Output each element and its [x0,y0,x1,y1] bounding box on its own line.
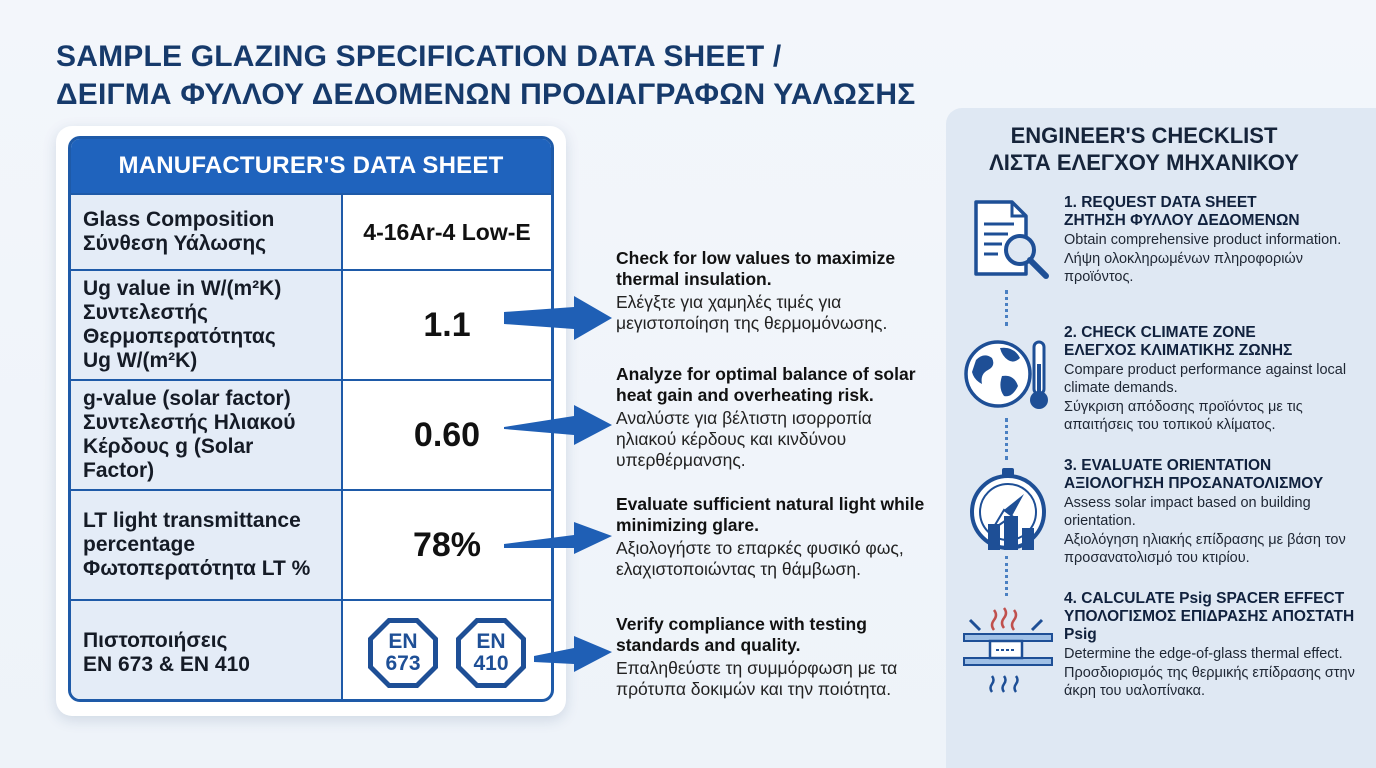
checklist-step-2: 2. CHECK CLIMATE ZONE ΕΛΕΓΧΟΣ ΚΛΙΜΑΤΙΚΗΣ… [1064,324,1347,433]
octagon-badge-icon [368,618,438,688]
row-light-transmittance: LT light transmittance percentage Φωτοπε… [71,489,551,599]
en-673-badge: EN 673 [365,615,441,691]
row-label: LT light transmittance percentage Φωτοπε… [71,491,343,599]
dotted-connector [1005,556,1012,596]
row-label: g-value (solar factor) Συντελεστής Ηλιακ… [71,381,343,489]
octagon-badge-icon [456,618,526,688]
row-glass-composition: Glass Composition Σύνθεση Υάλωσης 4-16Ar… [71,193,551,269]
dotted-connector [1005,418,1012,460]
row-label: Glass Composition Σύνθεση Υάλωσης [71,195,343,269]
globe-thermometer-icon [964,340,1048,409]
arrow-right-icon [534,636,612,672]
row-label: Ug value in W/(m²K) Συντελεστής Θερμοπερ… [71,271,343,379]
data-sheet-table: MANUFACTURER'S DATA SHEET Glass Composit… [68,136,554,702]
arrow-right-icon [504,296,612,340]
title-greek: ΔΕΙΓΜΑ ΦΥΛΛΟΥ ΔΕΔΟΜΕΝΩΝ ΠΡΟΔΙΑΓΡΑΦΩΝ ΥΑΛ… [56,78,916,111]
page-title: SAMPLE GLAZING SPECIFICATION DATA SHEET … [56,38,936,114]
note-ug-value: Check for low values to maximize thermal… [616,248,896,333]
note-certifications: Verify compliance with testing standards… [616,614,898,699]
certification-badges: EN 673 EN 410 [343,601,551,699]
checklist-step-1: 1. REQUEST DATA SHEET ΖΗΤΗΣΗ ΦΥΛΛΟΥ ΔΕΔΟ… [1064,194,1342,285]
compass-building-icon [970,468,1046,550]
note-g-value: Analyze for optimal balance of solar hea… [616,364,916,470]
document-search-icon [974,200,1049,279]
row-g-value: g-value (solar factor) Συντελεστής Ηλιακ… [71,379,551,489]
row-value: 0.60 [413,415,481,454]
row-ug-value: Ug value in W/(m²K) Συντελεστής Θερμοπερ… [71,269,551,379]
data-sheet-card: MANUFACTURER'S DATA SHEET Glass Composit… [56,126,566,716]
data-sheet-header: MANUFACTURER'S DATA SHEET [71,139,551,193]
row-value: 4-16Ar-4 Low-E [363,218,531,245]
arrow-right-icon [504,405,612,445]
checklist-step-4: 4. CALCULATE Psig SPACER EFFECT ΥΠΟΛΟΓΙΣ… [1064,590,1355,699]
note-light-transmittance: Evaluate sufficient natural light while … [616,494,925,579]
checklist-step-3: 3. EVALUATE ORIENTATION ΑΞΙΟΛΟΓΗΣΗ ΠΡΟΣΑ… [1064,457,1346,566]
arrow-right-icon [504,522,612,554]
dotted-connector [1005,290,1012,326]
checklist-title: ENGINEER'S CHECKLIST ΛΙΣΤΑ ΕΛΕΓΧΟΥ ΜΗΧΑΝ… [989,123,1299,175]
row-value: 1.1 [423,305,471,344]
title-english: SAMPLE GLAZING SPECIFICATION DATA SHEET … [56,40,782,73]
row-label: Πιστοποιήσεις EN 673 & EN 410 [71,601,343,699]
row-value: 78% [412,525,482,564]
en-410-badge: EN 410 [453,615,529,691]
row-certifications: Πιστοποιήσεις EN 673 & EN 410 EN 673 [71,599,551,699]
spacer-heat-icon [963,607,1053,693]
